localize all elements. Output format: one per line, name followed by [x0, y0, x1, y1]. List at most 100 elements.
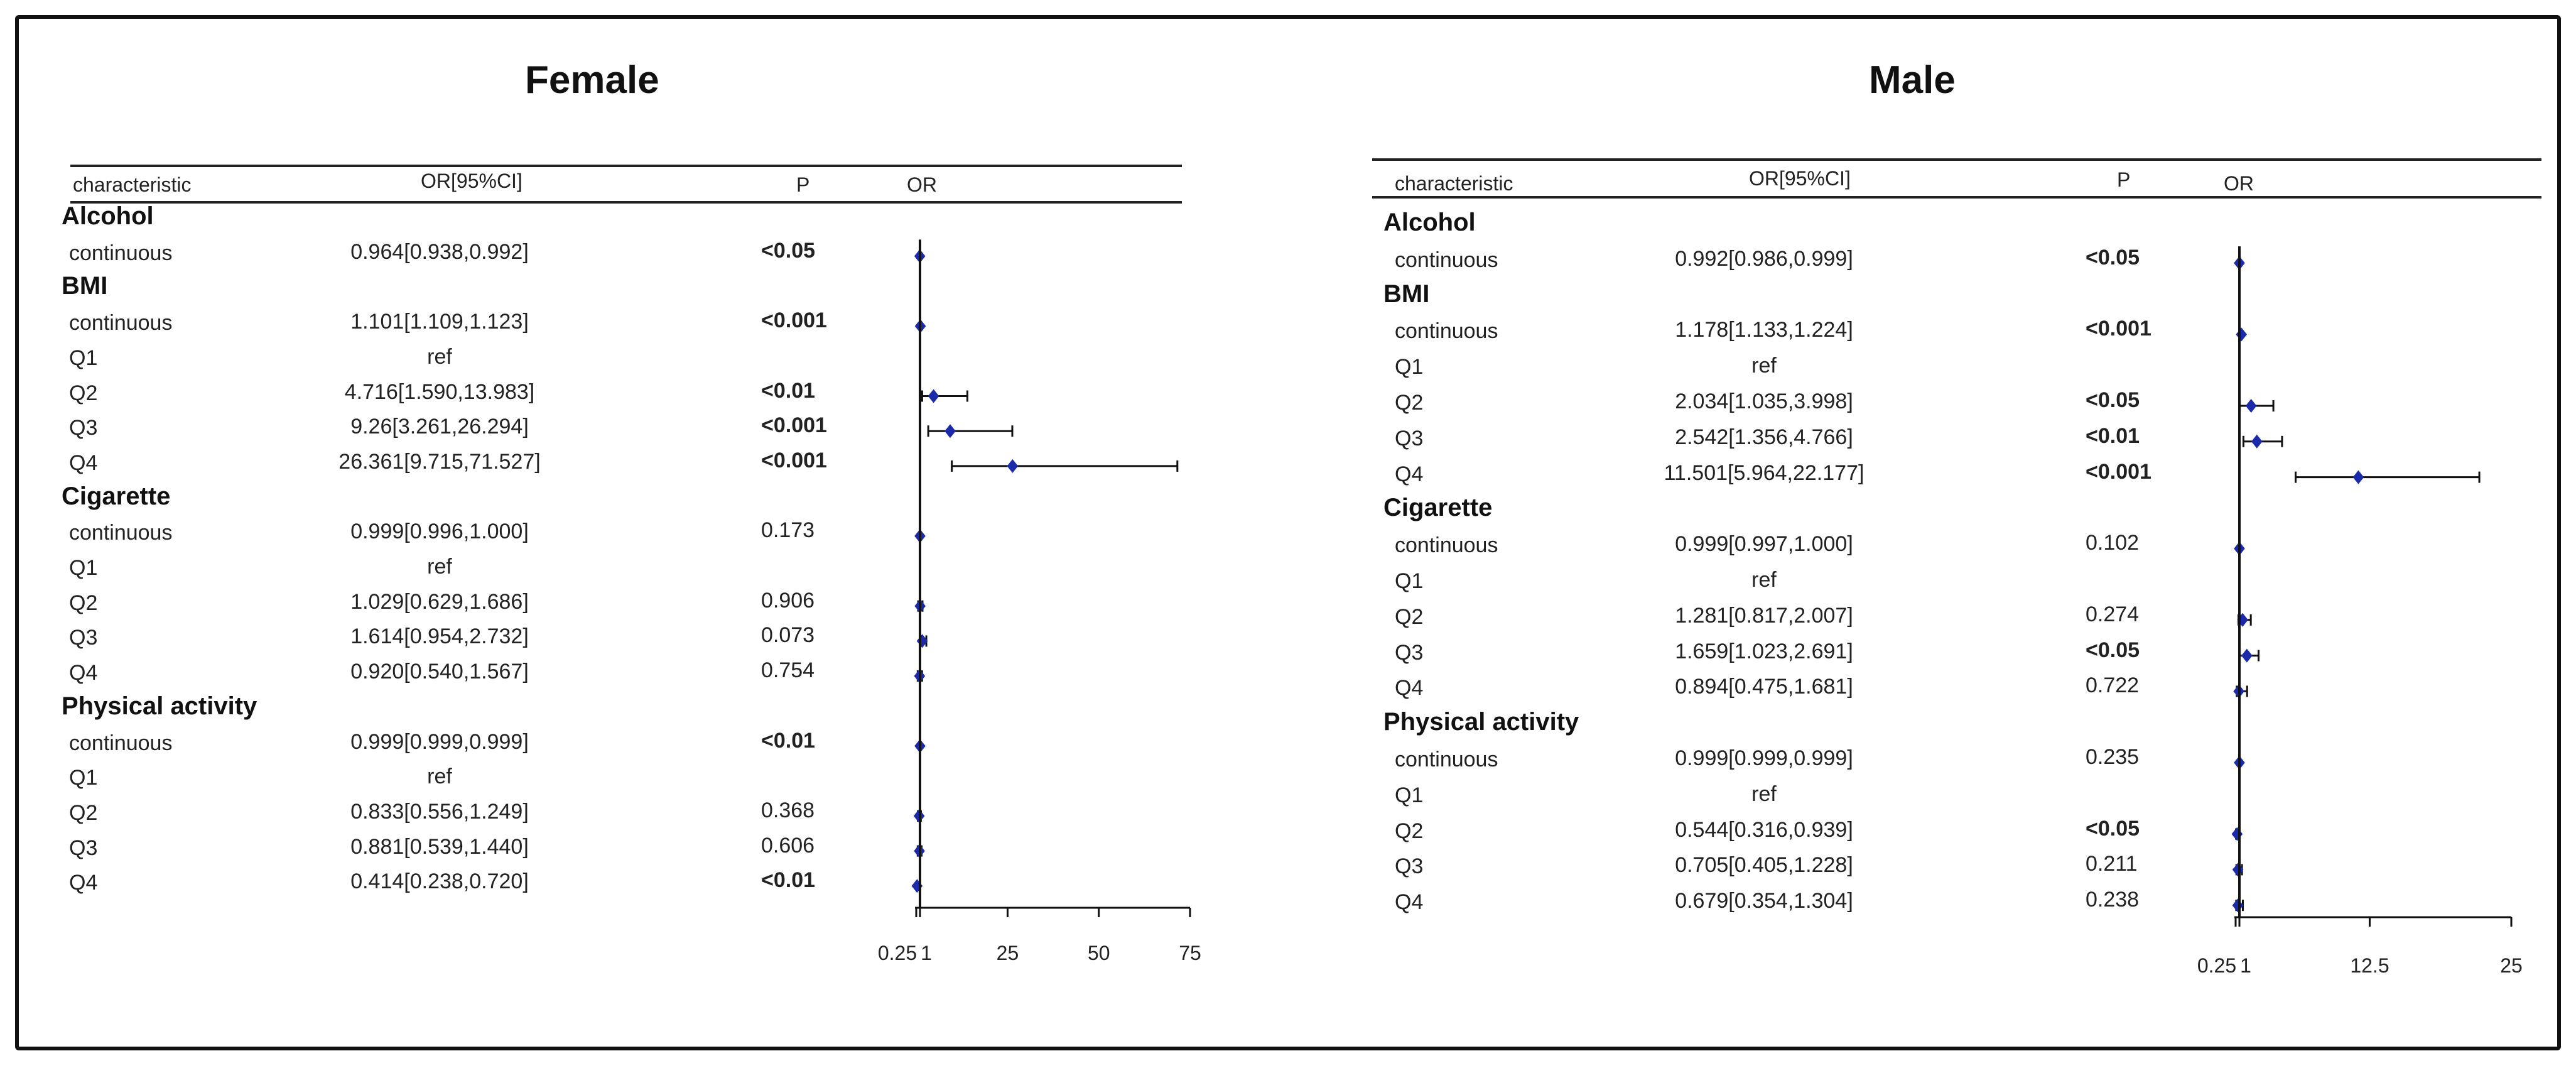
row-label: Q1 — [69, 766, 98, 790]
row-label: Q3 — [1395, 854, 1424, 879]
or-ci-value: 0.414[0.238,0.720] — [350, 869, 529, 894]
p-value: 0.722 — [2086, 673, 2140, 698]
p-value: <0.001 — [2086, 459, 2151, 484]
figure-frame — [15, 15, 2561, 1050]
x-tick-label: 0.25 — [2197, 954, 2236, 977]
row-label: Q2 — [1395, 819, 1424, 843]
p-value: 0.606 — [761, 833, 815, 858]
row-label: Q2 — [69, 800, 98, 825]
p-value: <0.001 — [2086, 317, 2151, 341]
p-value: <0.05 — [2086, 245, 2140, 270]
or-point — [928, 389, 939, 403]
row-label: Q1 — [1395, 783, 1424, 807]
section-label: Physical activity — [62, 692, 257, 720]
p-value: 0.073 — [761, 623, 815, 648]
row-label: Q4 — [1395, 462, 1424, 486]
panel-title: Female — [525, 58, 659, 102]
header-top-rule — [70, 165, 1182, 167]
forest-plot: 0.25 1 25 50 75 — [878, 239, 1201, 964]
or-ci-value: 2.542[1.356,4.766] — [1675, 425, 1853, 449]
x-tick-label: 25 — [997, 942, 1019, 964]
row-label: Q3 — [1395, 426, 1424, 450]
section-label: Physical activity — [1383, 708, 1579, 736]
row-label: Q2 — [1395, 604, 1424, 629]
p-value: <0.001 — [761, 448, 827, 472]
forest-plot: 0.25 1 12.5 25 — [2197, 246, 2523, 977]
p-value: <0.001 — [761, 413, 827, 438]
section-label: BMI — [62, 272, 108, 300]
or-ci-value: 1.614[0.954,2.732] — [350, 624, 529, 649]
row-label: Q4 — [69, 661, 98, 685]
row-label: Q3 — [69, 416, 98, 440]
x-tick-label: 12.5 — [2350, 954, 2389, 977]
or-ci-value: ref — [1751, 354, 1777, 378]
or-ci-value: 1.029[0.629,1.686] — [350, 589, 529, 614]
row-label: continuous — [69, 311, 173, 335]
row-label: Q4 — [1395, 890, 1424, 915]
p-value: 0.906 — [761, 588, 815, 613]
p-value: 0.238 — [2086, 888, 2140, 912]
or-ci-value: 0.964[0.938,0.992] — [350, 239, 529, 264]
section-label: Alcohol — [1383, 209, 1476, 236]
header-bottom-rule — [70, 201, 1182, 204]
section-label: BMI — [1383, 280, 1430, 308]
row-label: Q4 — [69, 871, 98, 895]
or-point — [944, 424, 956, 438]
row-label: continuous — [1395, 533, 1498, 558]
section-label: Cigarette — [1383, 494, 1493, 522]
or-point — [2231, 827, 2243, 841]
section-label: Alcohol — [62, 202, 154, 230]
or-ci-value: 0.999[0.996,1.000] — [350, 520, 529, 544]
col-header-characteristic: characteristic — [73, 173, 192, 196]
x-tick-label: 1 — [921, 942, 932, 964]
p-value: 0.102 — [2086, 531, 2140, 555]
or-ci-value: ref — [427, 765, 452, 789]
male-panel: Male characteristic OR[95%CI] P OR Alcoh… — [1288, 0, 2576, 1073]
or-ci-value: 0.705[0.405,1.228] — [1675, 853, 1853, 878]
row-label: Q2 — [1395, 391, 1424, 415]
or-ci-value: ref — [427, 344, 452, 369]
female-panel: Female characteristic OR[95%CI] P OR Alc… — [62, 58, 1201, 964]
or-ci-value: 11.501[5.964,22.177] — [1664, 460, 1864, 485]
or-ci-value: 1.659[1.023,2.691] — [1675, 639, 1853, 663]
row-label: Q1 — [69, 346, 98, 370]
col-header-characteristic: characteristic — [1395, 172, 1513, 195]
row-label: Q3 — [1395, 640, 1424, 665]
or-point — [2237, 613, 2248, 627]
or-ci-value: 0.544[0.316,0.939] — [1675, 817, 1853, 842]
row-label: Q1 — [1395, 355, 1424, 379]
p-value: 0.754 — [761, 658, 815, 683]
p-value: 0.235 — [2086, 745, 2140, 769]
or-ci-value: 0.881[0.539,1.440] — [350, 834, 529, 859]
or-ci-value: ref — [427, 555, 452, 579]
or-ci-value: 0.999[0.999,0.999] — [1675, 746, 1853, 770]
row-label: Q4 — [1395, 676, 1424, 700]
row-label: Q1 — [1395, 569, 1424, 593]
or-ci-value: 1.101[1.109,1.123] — [350, 310, 529, 334]
p-value: <0.01 — [761, 728, 816, 753]
or-ci-value: 0.833[0.556,1.249] — [350, 799, 529, 824]
or-ci-value: 4.716[1.590,13.983] — [344, 379, 535, 404]
row-label: continuous — [1395, 248, 1498, 272]
panel-title: Male — [1869, 58, 1956, 102]
x-tick-label: 75 — [1179, 942, 1201, 964]
p-value: 0.274 — [2086, 602, 2140, 626]
or-ci-value: 2.034[1.035,3.998] — [1675, 389, 1853, 413]
row-label: Q2 — [69, 591, 98, 615]
x-tick-label: 1 — [2240, 954, 2251, 977]
col-header-p: P — [796, 173, 810, 196]
col-header-or-ci: OR[95%CI] — [1749, 167, 1851, 190]
or-ci-value: 0.992[0.986,0.999] — [1675, 246, 1853, 271]
or-ci-value: 0.999[0.999,0.999] — [350, 729, 529, 754]
or-point — [2236, 327, 2248, 342]
or-point — [1007, 459, 1019, 473]
or-ci-value: 0.999[0.997,1.000] — [1675, 532, 1853, 557]
header-top-rule — [1372, 158, 2541, 161]
col-header-or: OR — [2224, 172, 2254, 195]
row-label: Q3 — [69, 626, 98, 650]
p-value: <0.001 — [761, 308, 827, 333]
col-header-p: P — [2117, 168, 2131, 191]
or-ci-value: 26.361[9.715,71.527] — [338, 449, 541, 474]
row-label: continuous — [69, 731, 173, 755]
row-label: Q2 — [69, 381, 98, 405]
